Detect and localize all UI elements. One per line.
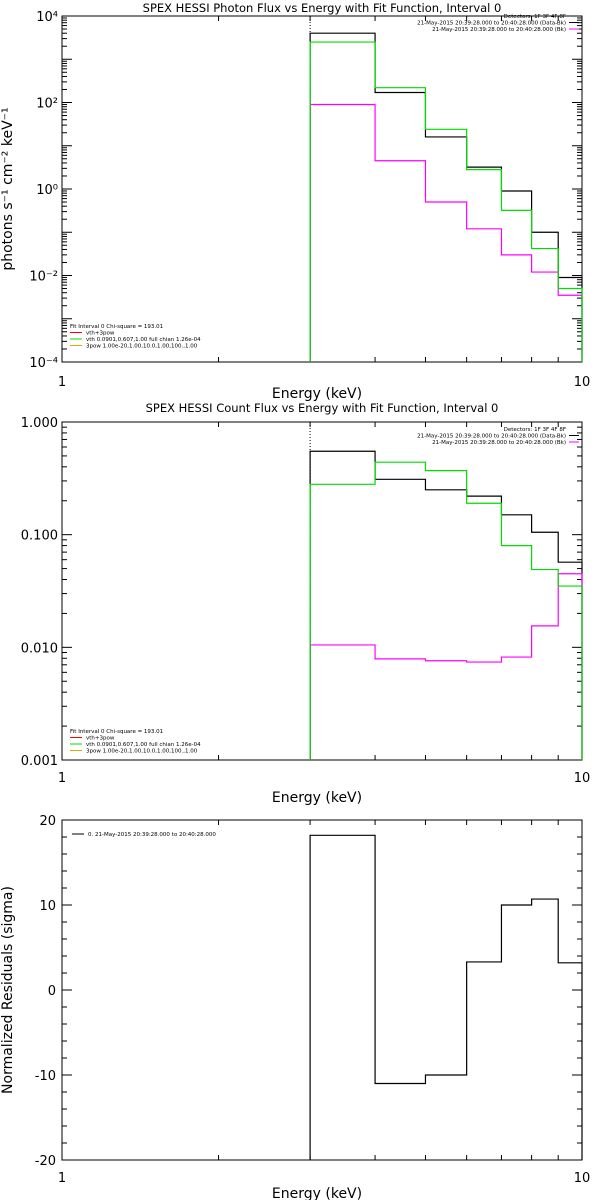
y-tick-label: 10⁻² <box>29 270 58 285</box>
y-tick-label: 0.100 <box>21 529 58 544</box>
x-tick-label: 1 <box>58 375 66 390</box>
y-axis-label: photons s⁻¹ cm⁻² keV⁻¹ <box>0 107 16 270</box>
legend-entry: vth+3pow <box>86 736 115 742</box>
x-tick-label: 10 <box>574 771 591 786</box>
chart-title: SPEX HESSI Count Flux vs Energy with Fit… <box>146 401 499 415</box>
legend-entry: 3pow 1.00e-20,1.00,10.0,1.00,100.,1.00 <box>86 344 198 350</box>
chart-panel-1: SPEX HESSI Photon Flux vs Energy with Fi… <box>0 1 590 402</box>
plot-frame <box>61 421 583 761</box>
series-line-3 <box>309 41 583 363</box>
x-axis-label: Energy (keV) <box>272 1186 362 1200</box>
chart-panel-3: Energy (keV) Normalized Residuals (sigma)… <box>0 814 590 1200</box>
legend-entry: vth+3pow <box>86 331 115 337</box>
x-tick-label: 10 <box>574 1171 591 1186</box>
legend-entry: Detectors: 1F 3F 4F 8F <box>504 427 566 433</box>
legend-entry: Fit Interval 0 Chi-square = 193.01 <box>70 729 163 735</box>
y-tick-label: 0.001 <box>21 754 58 769</box>
y-tick-label: 10⁴ <box>36 10 58 25</box>
series-line-1 <box>309 32 583 363</box>
series-line-2 <box>309 573 583 761</box>
x-tick-label: 1 <box>58 771 66 786</box>
series-line-1 <box>309 450 583 761</box>
y-tick-label: 10 <box>39 899 56 914</box>
series-line-2 <box>309 103 583 363</box>
y-tick-label: 0.010 <box>21 641 58 656</box>
x-tick-label: 1 <box>58 1171 66 1186</box>
y-axis-label: Normalized Residuals (sigma) <box>0 886 16 1094</box>
legend-entry: 3pow 1.00e-20,1.00,10.0,1.00,100.,1.00 <box>86 749 198 755</box>
plot-frame <box>61 819 583 1161</box>
y-tick-label: -10 <box>35 1069 56 1084</box>
y-tick-label: 0 <box>48 984 56 999</box>
series-line-3 <box>309 461 583 761</box>
y-tick-label: 20 <box>39 814 56 829</box>
legend-entry: 21-May-2015 20:39:28.000 to 20:40:28.000… <box>417 434 566 440</box>
series-line-1 <box>309 834 583 1161</box>
chart-panel-2: SPEX HESSI Count Flux vs Energy with Fit… <box>21 401 590 806</box>
legend-entry: Fit Interval 0 Chi-square = 193.01 <box>70 324 163 330</box>
x-axis-label: Energy (keV) <box>272 790 362 806</box>
plot-frame <box>61 15 583 363</box>
legend-entry: 21-May-2015 20:39:28.000 to 20:40:28.000… <box>432 27 566 33</box>
legend-entry: vth 0.0901,0.607,1.00 full chian 1.26e-0… <box>86 337 201 343</box>
x-axis-label: Energy (keV) <box>272 386 362 402</box>
y-tick-label: 1.000 <box>21 416 58 431</box>
chart-title: SPEX HESSI Photon Flux vs Energy with Fi… <box>143 1 502 15</box>
legend-entry: 21-May-2015 20:39:28.000 to 20:40:28.000… <box>432 440 566 446</box>
y-tick-label: -20 <box>35 1154 56 1169</box>
y-tick-label: 10⁻⁴ <box>29 356 58 371</box>
legend-entry: vth 0.0901,0.607,1.00 full chian 1.26e-0… <box>86 742 201 748</box>
legend-entry: Detectors: 1F 3F 4F 8F <box>504 14 566 20</box>
x-tick-label: 10 <box>574 375 591 390</box>
y-tick-label: 10⁰ <box>36 183 58 198</box>
legend-entry: 0. 21-May-2015 20:39:28.000 to 20:40:28.… <box>88 832 216 838</box>
legend-entry: 21-May-2015 20:39:28.000 to 20:40:28.000… <box>417 21 566 27</box>
y-tick-label: 10² <box>36 97 58 112</box>
